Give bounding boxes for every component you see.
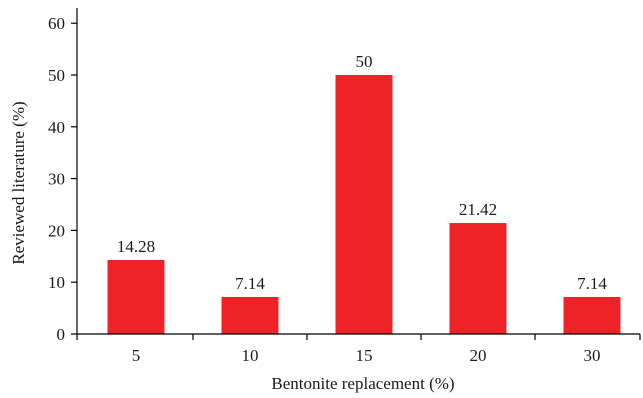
data-label: 7.14 <box>235 274 265 293</box>
y-ticks-layer: 0 10 20 30 40 50 60 <box>48 14 77 344</box>
y-tick-label: 30 <box>48 170 65 189</box>
x-tick-label: 5 <box>132 346 141 365</box>
bar <box>335 75 393 334</box>
x-tick-label: 15 <box>356 346 373 365</box>
y-tick-label: 50 <box>48 66 65 85</box>
data-label: 7.14 <box>577 274 607 293</box>
data-label: 14.28 <box>117 237 155 256</box>
y-tick-label: 40 <box>48 118 65 137</box>
y-axis-title: Reviewed literature (%) <box>9 101 28 264</box>
x-axis-title: Bentonite replacement (%) <box>271 374 454 393</box>
bar <box>449 223 507 334</box>
y-tick-label: 20 <box>48 221 65 240</box>
y-tick-label: 10 <box>48 273 65 292</box>
x-tick-label: 30 <box>584 346 601 365</box>
bar <box>221 297 279 334</box>
x-tick-label: 20 <box>470 346 487 365</box>
bars-layer <box>107 75 621 334</box>
y-tick-label: 0 <box>57 325 66 344</box>
x-tick-label: 10 <box>242 346 259 365</box>
y-tick-label: 60 <box>48 14 65 33</box>
x-ticks-layer: 5 10 15 20 30 <box>76 334 641 365</box>
bar <box>563 297 621 334</box>
data-labels-layer: 14.28 7.14 50 21.42 7.14 <box>117 52 608 293</box>
bar <box>107 260 165 334</box>
data-label: 21.42 <box>459 200 497 219</box>
data-label: 50 <box>356 52 373 71</box>
